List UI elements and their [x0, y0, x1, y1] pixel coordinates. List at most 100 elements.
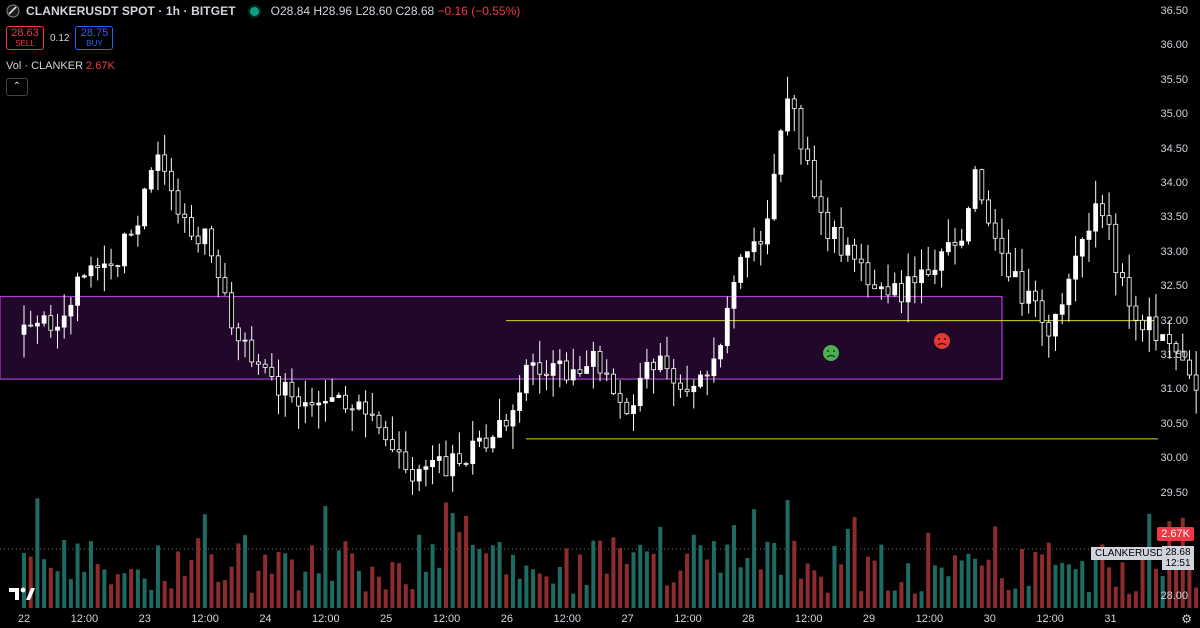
candles	[21, 76, 1199, 495]
volume-bar	[812, 570, 817, 608]
candle	[396, 431, 402, 469]
volume-bar	[598, 540, 603, 608]
settings-gear-icon[interactable]: ⚙	[1181, 612, 1192, 626]
price-axis-tick: 35.00	[1160, 108, 1188, 121]
candle	[456, 432, 462, 467]
candle	[34, 315, 40, 344]
market-status-icon[interactable]	[249, 6, 259, 16]
buy-label: BUY	[86, 39, 103, 48]
volume-bar	[564, 548, 569, 608]
volume-bar	[1046, 542, 1051, 608]
volume-bar	[202, 514, 207, 608]
candle	[1053, 313, 1058, 352]
volume-legend[interactable]: Vol · CLANKER 2.67K	[6, 60, 115, 72]
collapse-indicators-button[interactable]: ⌃	[6, 78, 28, 96]
volume-bar	[383, 589, 388, 608]
volume-bar	[129, 569, 134, 608]
volume-bar	[22, 552, 26, 608]
candle	[818, 179, 824, 235]
bar-countdown: 12:51	[1165, 558, 1191, 569]
price-axis-tick: 34.00	[1160, 177, 1188, 189]
price-axis-tick: 35.50	[1160, 73, 1188, 86]
last-price: 28.68	[1165, 547, 1191, 558]
volume-bar	[1107, 567, 1112, 608]
candle	[959, 228, 965, 249]
candle	[1012, 247, 1018, 278]
ohlc-low: L28.60	[355, 4, 393, 18]
volume-bar	[269, 573, 274, 608]
symbol-title[interactable]: CLANKERUSDT SPOT · 1h · BITGET	[26, 4, 236, 18]
candle	[905, 253, 911, 323]
volume-bar	[1133, 591, 1138, 608]
volume-bar	[651, 553, 656, 608]
buy-button[interactable]: 28.75 BUY	[75, 26, 114, 50]
candle	[309, 387, 315, 417]
time-axis-tick: 22	[17, 613, 31, 625]
last-price-label: 28.68 12:51	[1162, 546, 1194, 570]
candle	[195, 226, 201, 253]
volume-bar	[517, 578, 522, 608]
candle	[189, 205, 194, 241]
candle	[1032, 280, 1038, 318]
candle	[1166, 320, 1172, 359]
volume-bar	[176, 551, 181, 608]
candle	[644, 348, 650, 389]
volume-bar	[497, 542, 502, 608]
volume-bar	[35, 498, 40, 608]
candle	[617, 380, 623, 419]
volume-bar	[966, 553, 971, 608]
candle	[1140, 314, 1145, 342]
candle	[825, 197, 831, 252]
volume-bar	[705, 559, 710, 608]
volume-bar	[330, 580, 335, 608]
candle	[678, 374, 683, 398]
candle	[604, 359, 610, 382]
candle	[992, 209, 998, 251]
candle	[1133, 295, 1139, 341]
volume-bar	[926, 532, 931, 608]
candle	[1113, 213, 1119, 296]
candle	[785, 76, 790, 136]
sell-label: SELL	[15, 39, 35, 48]
volume-bar	[410, 589, 415, 608]
tradingview-logo-icon[interactable]	[8, 585, 36, 603]
candle	[972, 166, 978, 213]
candle	[952, 227, 958, 265]
volume-bar	[263, 554, 268, 608]
time-axis-tick: 27	[621, 613, 634, 625]
price-axis-tick: 31.50	[1160, 349, 1188, 361]
volume-bar	[1140, 556, 1145, 608]
volume-bar	[832, 545, 837, 608]
candle	[684, 365, 690, 397]
volume-bar	[470, 544, 475, 608]
price-axis-tick: 31.00	[1160, 383, 1188, 396]
volume-bar	[738, 567, 743, 608]
candle	[704, 370, 710, 396]
candle	[363, 390, 368, 438]
candle	[925, 246, 931, 277]
volume-bar	[75, 543, 80, 608]
candle	[1160, 334, 1166, 341]
candle	[657, 343, 663, 373]
candle	[416, 464, 422, 492]
candle	[490, 434, 496, 453]
candle	[912, 256, 918, 304]
volume-bar	[718, 572, 723, 608]
candle	[932, 249, 938, 285]
volume-bar	[336, 550, 341, 608]
symbol-price-tag: CLANKERUSDT	[1091, 547, 1174, 560]
candle	[423, 459, 429, 487]
volume-bar	[343, 541, 348, 608]
volume-bar	[1006, 589, 1011, 608]
candle	[256, 353, 261, 375]
volume-bar	[953, 555, 958, 608]
candle	[41, 311, 47, 327]
candle	[1173, 340, 1179, 371]
candle	[1106, 192, 1112, 240]
volume-bar	[62, 539, 67, 608]
sell-button[interactable]: 28.63 SELL	[6, 26, 44, 50]
volume-bar	[42, 559, 47, 608]
ohlc-change: −0.16 (−0.55%)	[437, 4, 521, 18]
candle	[28, 310, 34, 328]
